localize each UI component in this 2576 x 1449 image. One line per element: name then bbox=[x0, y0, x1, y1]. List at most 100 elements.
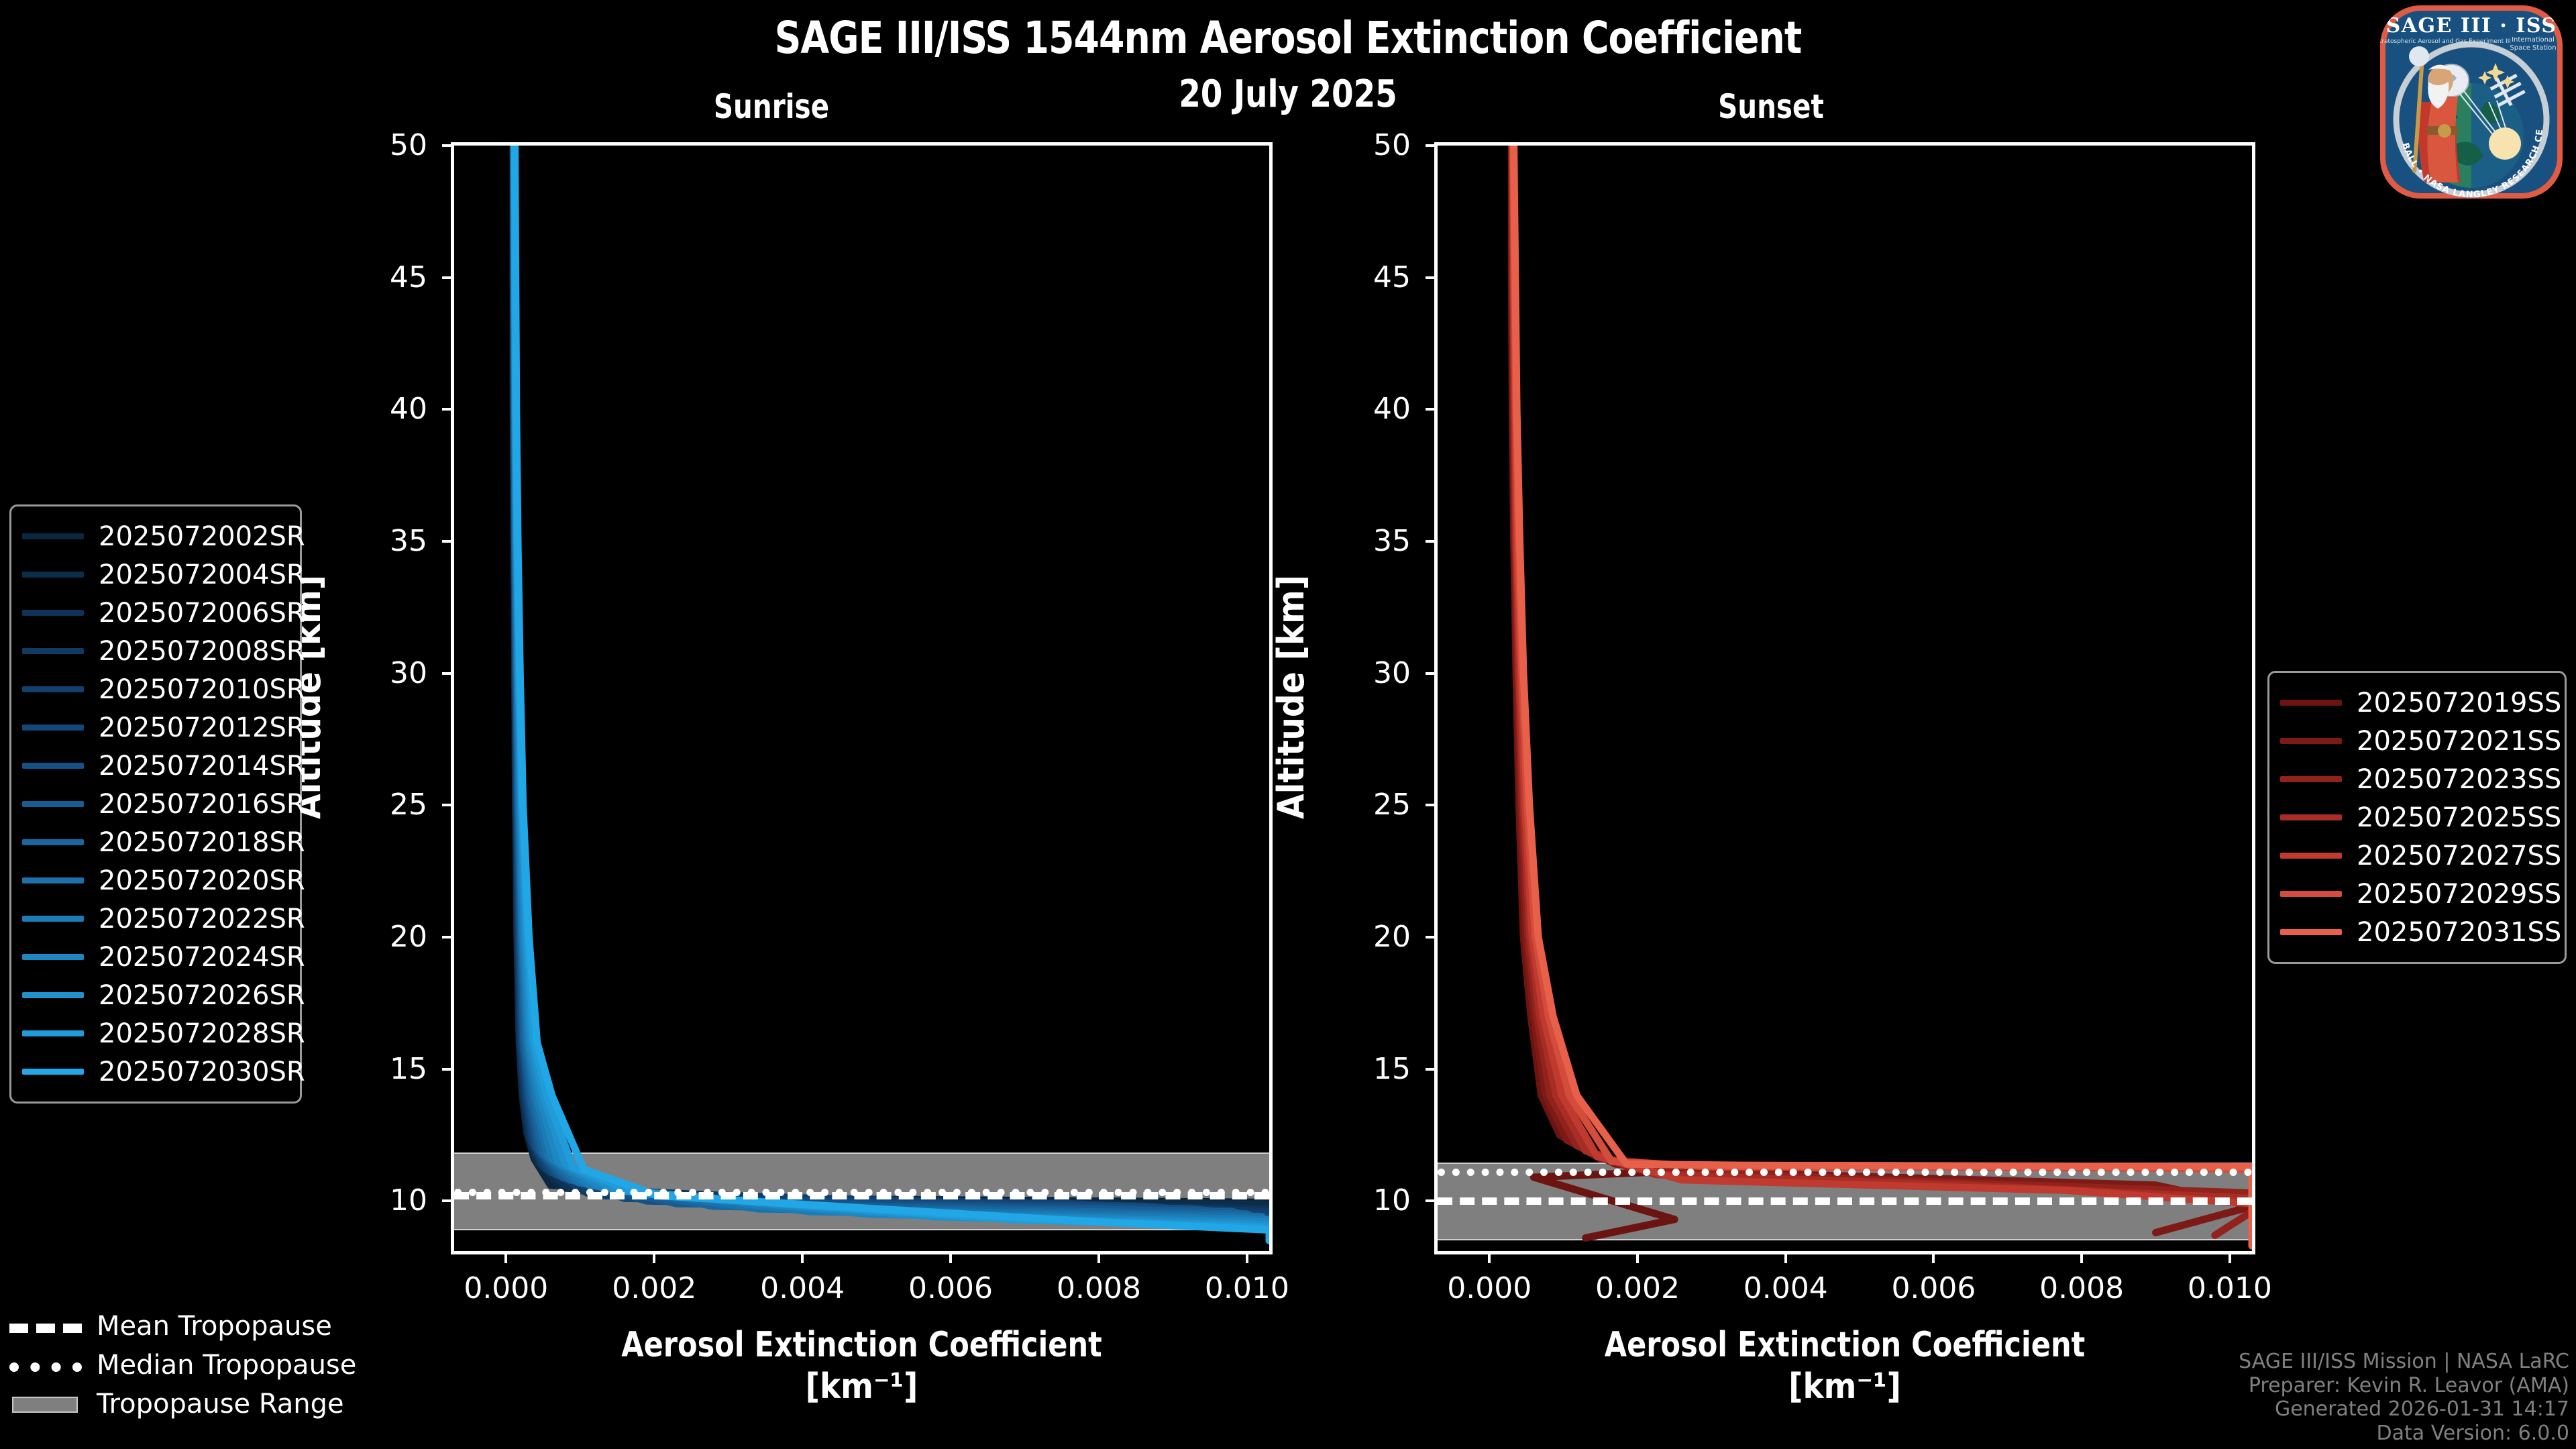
legend-label: 2025072021SS bbox=[2357, 725, 2562, 757]
legend-label: Mean Tropopause bbox=[97, 1311, 332, 1342]
legend-color-swatch bbox=[22, 648, 84, 654]
legend-item-2025072019SS[interactable]: 2025072019SS bbox=[2280, 684, 2561, 722]
legend-color-swatch bbox=[22, 877, 84, 883]
y-tick-label: 25 bbox=[390, 788, 427, 822]
x-tick-mark bbox=[801, 1251, 804, 1263]
date-subtitle: 20 July 2025 bbox=[1179, 72, 1397, 116]
svg-text:International: International bbox=[2512, 36, 2555, 44]
legend-item-2025072012SR[interactable]: 2025072012SR bbox=[22, 708, 305, 747]
legend-color-swatch bbox=[22, 572, 84, 578]
legend-item-2025072027SS[interactable]: 2025072027SS bbox=[2280, 837, 2561, 875]
legend-item-2025072030SR[interactable]: 2025072030SR bbox=[22, 1053, 305, 1091]
legend-color-swatch bbox=[22, 763, 84, 769]
series-line bbox=[510, 146, 1269, 1239]
legend-item-2025072004SR[interactable]: 2025072004SR bbox=[22, 555, 305, 594]
svg-text:Stratospheric Aerosol and Gas: Stratospheric Aerosol and Gas Experiment… bbox=[2375, 38, 2511, 45]
mean-tropopause-line-icon bbox=[9, 1319, 82, 1334]
legend-label: 2025072028SR bbox=[99, 1018, 305, 1049]
legend-item-2025072023SS[interactable]: 2025072023SS bbox=[2280, 760, 2561, 798]
legend-item-2025072020SR[interactable]: 2025072020SR bbox=[22, 861, 305, 900]
legend-color-swatch bbox=[22, 610, 84, 616]
median-tropopause-line bbox=[454, 1188, 1269, 1196]
y-tick-mark bbox=[442, 144, 454, 147]
legend-item-2025072016SR[interactable]: 2025072016SR bbox=[22, 785, 305, 823]
x-tick-mark bbox=[504, 1251, 508, 1263]
legend-item-2025072008SR[interactable]: 2025072008SR bbox=[22, 632, 305, 670]
meta-data-version: Data Version: 6.0.0 bbox=[2376, 1421, 2569, 1445]
x-tick-label: 0.008 bbox=[2039, 1271, 2125, 1305]
legend-label: 2025072004SR bbox=[99, 559, 305, 590]
x-tick-label: 0.006 bbox=[908, 1271, 994, 1305]
series-line bbox=[509, 146, 1269, 1209]
series-layer bbox=[509, 146, 1269, 1244]
legend-item-2025072002SR[interactable]: 2025072002SR bbox=[22, 517, 305, 555]
panel-label-sunset: Sunset bbox=[1718, 87, 1824, 126]
legend-item-2025072021SS[interactable]: 2025072021SS bbox=[2280, 722, 2561, 760]
series-line bbox=[510, 146, 1269, 1232]
legend-label: 2025072018SR bbox=[99, 826, 305, 858]
page-title: SAGE III/ISS 1544nm Aerosol Extinction C… bbox=[774, 12, 1803, 64]
legend-label: 2025072024SR bbox=[99, 941, 305, 973]
x-axis-units: [km⁻¹] bbox=[805, 1366, 918, 1407]
median-tropopause-line bbox=[1438, 1169, 2252, 1176]
legend-item-2025072010SR[interactable]: 2025072010SR bbox=[22, 670, 305, 708]
y-tick-mark bbox=[1426, 408, 1438, 411]
legend-item-2025072014SR[interactable]: 2025072014SR bbox=[22, 747, 305, 785]
legend-item-2025072028SR[interactable]: 2025072028SR bbox=[22, 1014, 305, 1053]
legend-label: 2025072008SR bbox=[99, 635, 305, 667]
x-tick-mark bbox=[1635, 1251, 1639, 1263]
y-tick-mark bbox=[442, 672, 454, 675]
y-tick-mark bbox=[1426, 1199, 1438, 1203]
legend-item-2025072031SS[interactable]: 2025072031SS bbox=[2280, 913, 2561, 951]
legend-label: 2025072029SS bbox=[2357, 878, 2562, 910]
legend-sunset[interactable]: 2025072019SS 2025072021SS 2025072023SS 2025… bbox=[2267, 671, 2567, 964]
y-tick-label: 25 bbox=[1373, 788, 1411, 822]
legend-color-swatch bbox=[2280, 738, 2342, 744]
series-line bbox=[510, 146, 1269, 1236]
y-tick-label: 10 bbox=[1373, 1183, 1411, 1218]
legend-item-2025072018SR[interactable]: 2025072018SR bbox=[22, 823, 305, 861]
y-axis-title: Altitude [km] bbox=[1270, 575, 1312, 819]
mean-tropopause-line bbox=[1438, 1197, 2252, 1205]
legend-label: 2025072026SR bbox=[99, 979, 305, 1011]
x-axis-units: [km⁻¹] bbox=[1788, 1366, 1901, 1407]
x-tick-label: 0.004 bbox=[1743, 1271, 1828, 1305]
series-line bbox=[509, 146, 1269, 1221]
y-tick-mark bbox=[442, 276, 454, 279]
series-line bbox=[511, 146, 1269, 1244]
series-line bbox=[1509, 146, 2252, 1247]
y-tick-mark bbox=[442, 1067, 454, 1071]
y-tick-label: 20 bbox=[1373, 919, 1411, 954]
legend-item-2025072025SS[interactable]: 2025072025SS bbox=[2280, 798, 2561, 837]
y-tick-label: 45 bbox=[390, 260, 427, 294]
x-tick-label: 0.006 bbox=[1891, 1271, 1976, 1305]
x-tick-mark bbox=[1245, 1251, 1248, 1263]
series-line bbox=[510, 146, 1269, 1229]
x-tick-label: 0.000 bbox=[1447, 1271, 1532, 1305]
legend-item-2025072024SR[interactable]: 2025072024SR bbox=[22, 938, 305, 976]
legend-item-2025072026SR[interactable]: 2025072026SR bbox=[22, 976, 305, 1014]
y-tick-label: 35 bbox=[1373, 523, 1411, 558]
y-tick-label: 40 bbox=[390, 392, 427, 427]
legend-sunrise[interactable]: 2025072002SR 2025072004SR 2025072006SR 2025… bbox=[9, 504, 305, 1104]
legend-item-mean-tropopause: Mean Tropopause bbox=[9, 1307, 385, 1346]
legend-color-swatch bbox=[22, 724, 84, 731]
legend-color-swatch bbox=[22, 839, 84, 845]
series-line bbox=[509, 146, 1269, 1206]
x-tick-mark bbox=[653, 1251, 656, 1263]
legend-color-swatch bbox=[22, 1030, 84, 1036]
y-tick-label: 30 bbox=[1373, 655, 1411, 690]
series-line bbox=[1508, 146, 2252, 1242]
series-line bbox=[509, 146, 1269, 1216]
legend-item-2025072006SR[interactable]: 2025072006SR bbox=[22, 594, 305, 632]
plot-panel-sunset bbox=[1434, 142, 2255, 1254]
series-line bbox=[1508, 146, 2252, 1239]
legend-item-2025072022SR[interactable]: 2025072022SR bbox=[22, 900, 305, 938]
series-line bbox=[1510, 146, 2252, 1250]
y-tick-mark bbox=[1426, 804, 1438, 807]
median-tropopause-line-icon bbox=[9, 1358, 82, 1373]
legend-item-2025072029SS[interactable]: 2025072029SS bbox=[2280, 875, 2561, 913]
meta-preparer: Preparer: Kevin R. Leavor (AMA) bbox=[2248, 1373, 2569, 1397]
series-line bbox=[510, 146, 1269, 1234]
sage-iii-iss-mission-patch-logo: SAGE III · ISS Stratospheric Aerosol and… bbox=[2371, 1, 2572, 203]
